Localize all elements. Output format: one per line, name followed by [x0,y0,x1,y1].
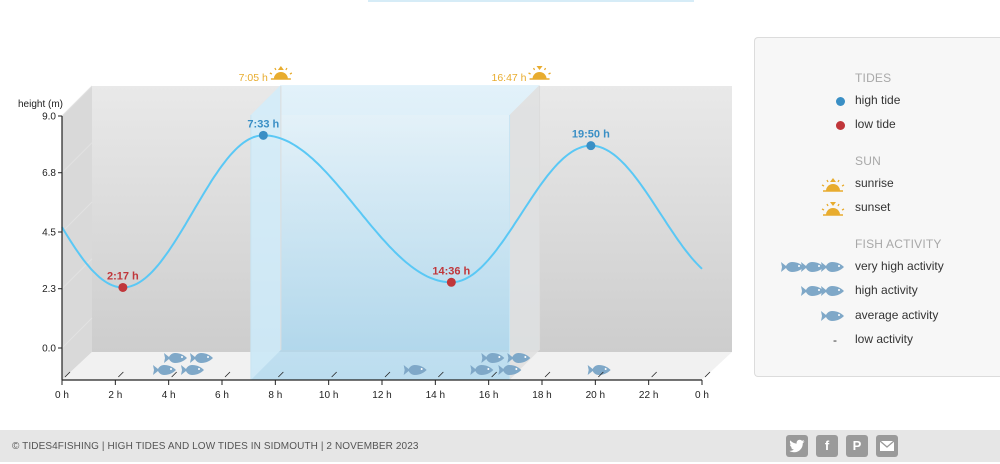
high-tide-label: 7:33 h [247,118,279,130]
high-tide-label: 19:50 h [572,129,610,141]
x-tick-label: 20 h [586,390,605,401]
legend-low-tide: low tide [755,115,1000,135]
x-depth-tick [598,371,604,378]
legend-low-tide-label: low tide [855,117,896,131]
sunrise-time-label: 7:05 h [239,72,268,84]
sunrise-icon [269,65,293,80]
x-tick-label: 0 h [695,390,709,401]
low-tide-dot-icon [836,120,845,130]
daylight-band-side-right [509,85,540,380]
x-tick-label: 16 h [479,390,498,401]
x-depth-tick [491,371,497,378]
x-depth-tick [544,371,551,378]
x-depth-tick [331,371,337,378]
x-tick-label: 14 h [426,390,445,401]
pinterest-icon[interactable]: P [846,435,868,457]
low-tide-point [446,277,456,287]
legend-sun-title: SUN [855,154,881,168]
legend-fish-title: FISH ACTIVITY [855,237,942,251]
fish-icon [801,286,844,296]
legend-low-label: low activity [855,332,914,346]
facebook-icon[interactable]: f [816,435,838,457]
x-depth-tick [118,371,124,378]
grid-line [61,142,93,174]
legend-high-tide-label: high tide [855,93,901,107]
x-depth-tick [704,371,711,378]
footer: © TIDES4FISHING | HIGH TIDES AND LOW TID… [0,430,1000,462]
legend-very-high-label: very high activity [855,259,944,273]
daylight-band-side [250,85,281,380]
x-depth-tick [224,371,231,378]
legend-low-symbol: - [833,333,837,347]
high-tide-point [586,141,596,151]
twitter-icon[interactable] [786,435,808,457]
high-tide-point [258,130,268,140]
legend-sunset-label: sunset [855,200,891,214]
y-tick-label: 2.3 [42,284,56,295]
tide-events: 2:17 h 7:33 h 14:36 h 19:50 h [107,118,610,292]
fish-icon [781,262,844,272]
y-axis-label: height (m) [18,99,63,110]
axes: 9.0 6.8 4.5 2.3 0.0 0 h 2 h 4 h 6 h 8 h 10 h 12 h 14… [42,112,711,401]
sunset-time-label: 16:47 h [491,72,526,84]
legend-average-label: average activity [855,308,939,322]
low-tide-label: 14:36 h [432,265,470,277]
grid-lines [61,85,93,349]
y-tick-label: 4.5 [42,228,56,239]
legend-average-activity: average activity [755,306,1000,326]
y-tick-label: 0.0 [42,344,56,355]
legend: TIDES high tide low tide SUN sunrise sun… [754,37,1000,377]
legend-tides-title: TIDES [855,71,892,85]
x-tick-label: 6 h [215,390,229,401]
grid-line [61,85,93,117]
sun-events: 7:05 h 16:47 h [239,65,552,84]
legend-sunrise: sunrise [755,174,1000,194]
daylight-band-front [250,115,510,380]
x-depth-tick [64,371,71,378]
legend-high-tide: high tide [755,91,1000,111]
y-tick-label: 9.0 [42,112,56,123]
x-depth-tick [171,371,177,378]
grid-line [61,201,93,233]
grid-line [61,317,93,349]
daylight-band [250,85,541,380]
x-tick-label: 2 h [108,390,122,401]
fish-icon [821,311,844,321]
x-tick-label: 12 h [372,390,391,401]
legend-sunrise-label: sunrise [855,176,894,190]
x-tick-label: 10 h [319,390,338,401]
legend-high-label: high activity [855,283,918,297]
x-tick-label: 8 h [268,390,282,401]
legend-sunset: sunset [755,198,1000,218]
legend-low-activity: - low activity [755,330,1000,350]
legend-very-high-activity: very high activity [755,257,1000,277]
email-icon[interactable] [876,435,898,457]
x-depth-tick [438,371,444,378]
tide-chart: 9.0 6.8 4.5 2.3 0.0 0 h 2 h 4 h 6 h 8 h 10 h 12 h 14… [18,65,732,401]
low-tide-point [118,282,128,292]
x-tick-label: 18 h [532,390,551,401]
top-bar [368,0,694,2]
x-depth-tick [384,371,391,378]
sunset-icon [527,65,552,80]
chart-left-wall [62,86,92,380]
y-tick-label: 6.8 [42,168,56,179]
sunset-icon [821,201,845,216]
x-depth-tick [651,371,657,378]
sunrise-icon [821,177,845,192]
legend-high-activity: high activity [755,281,1000,301]
x-tick-label: 0 h [55,390,69,401]
low-tide-label: 2:17 h [107,270,139,282]
high-tide-dot-icon [836,96,845,106]
footer-copyright: © TIDES4FISHING | HIGH TIDES AND LOW TID… [12,441,419,452]
x-tick-label: 4 h [162,390,176,401]
x-depth-tick [278,371,284,378]
x-tick-label: 22 h [639,390,658,401]
